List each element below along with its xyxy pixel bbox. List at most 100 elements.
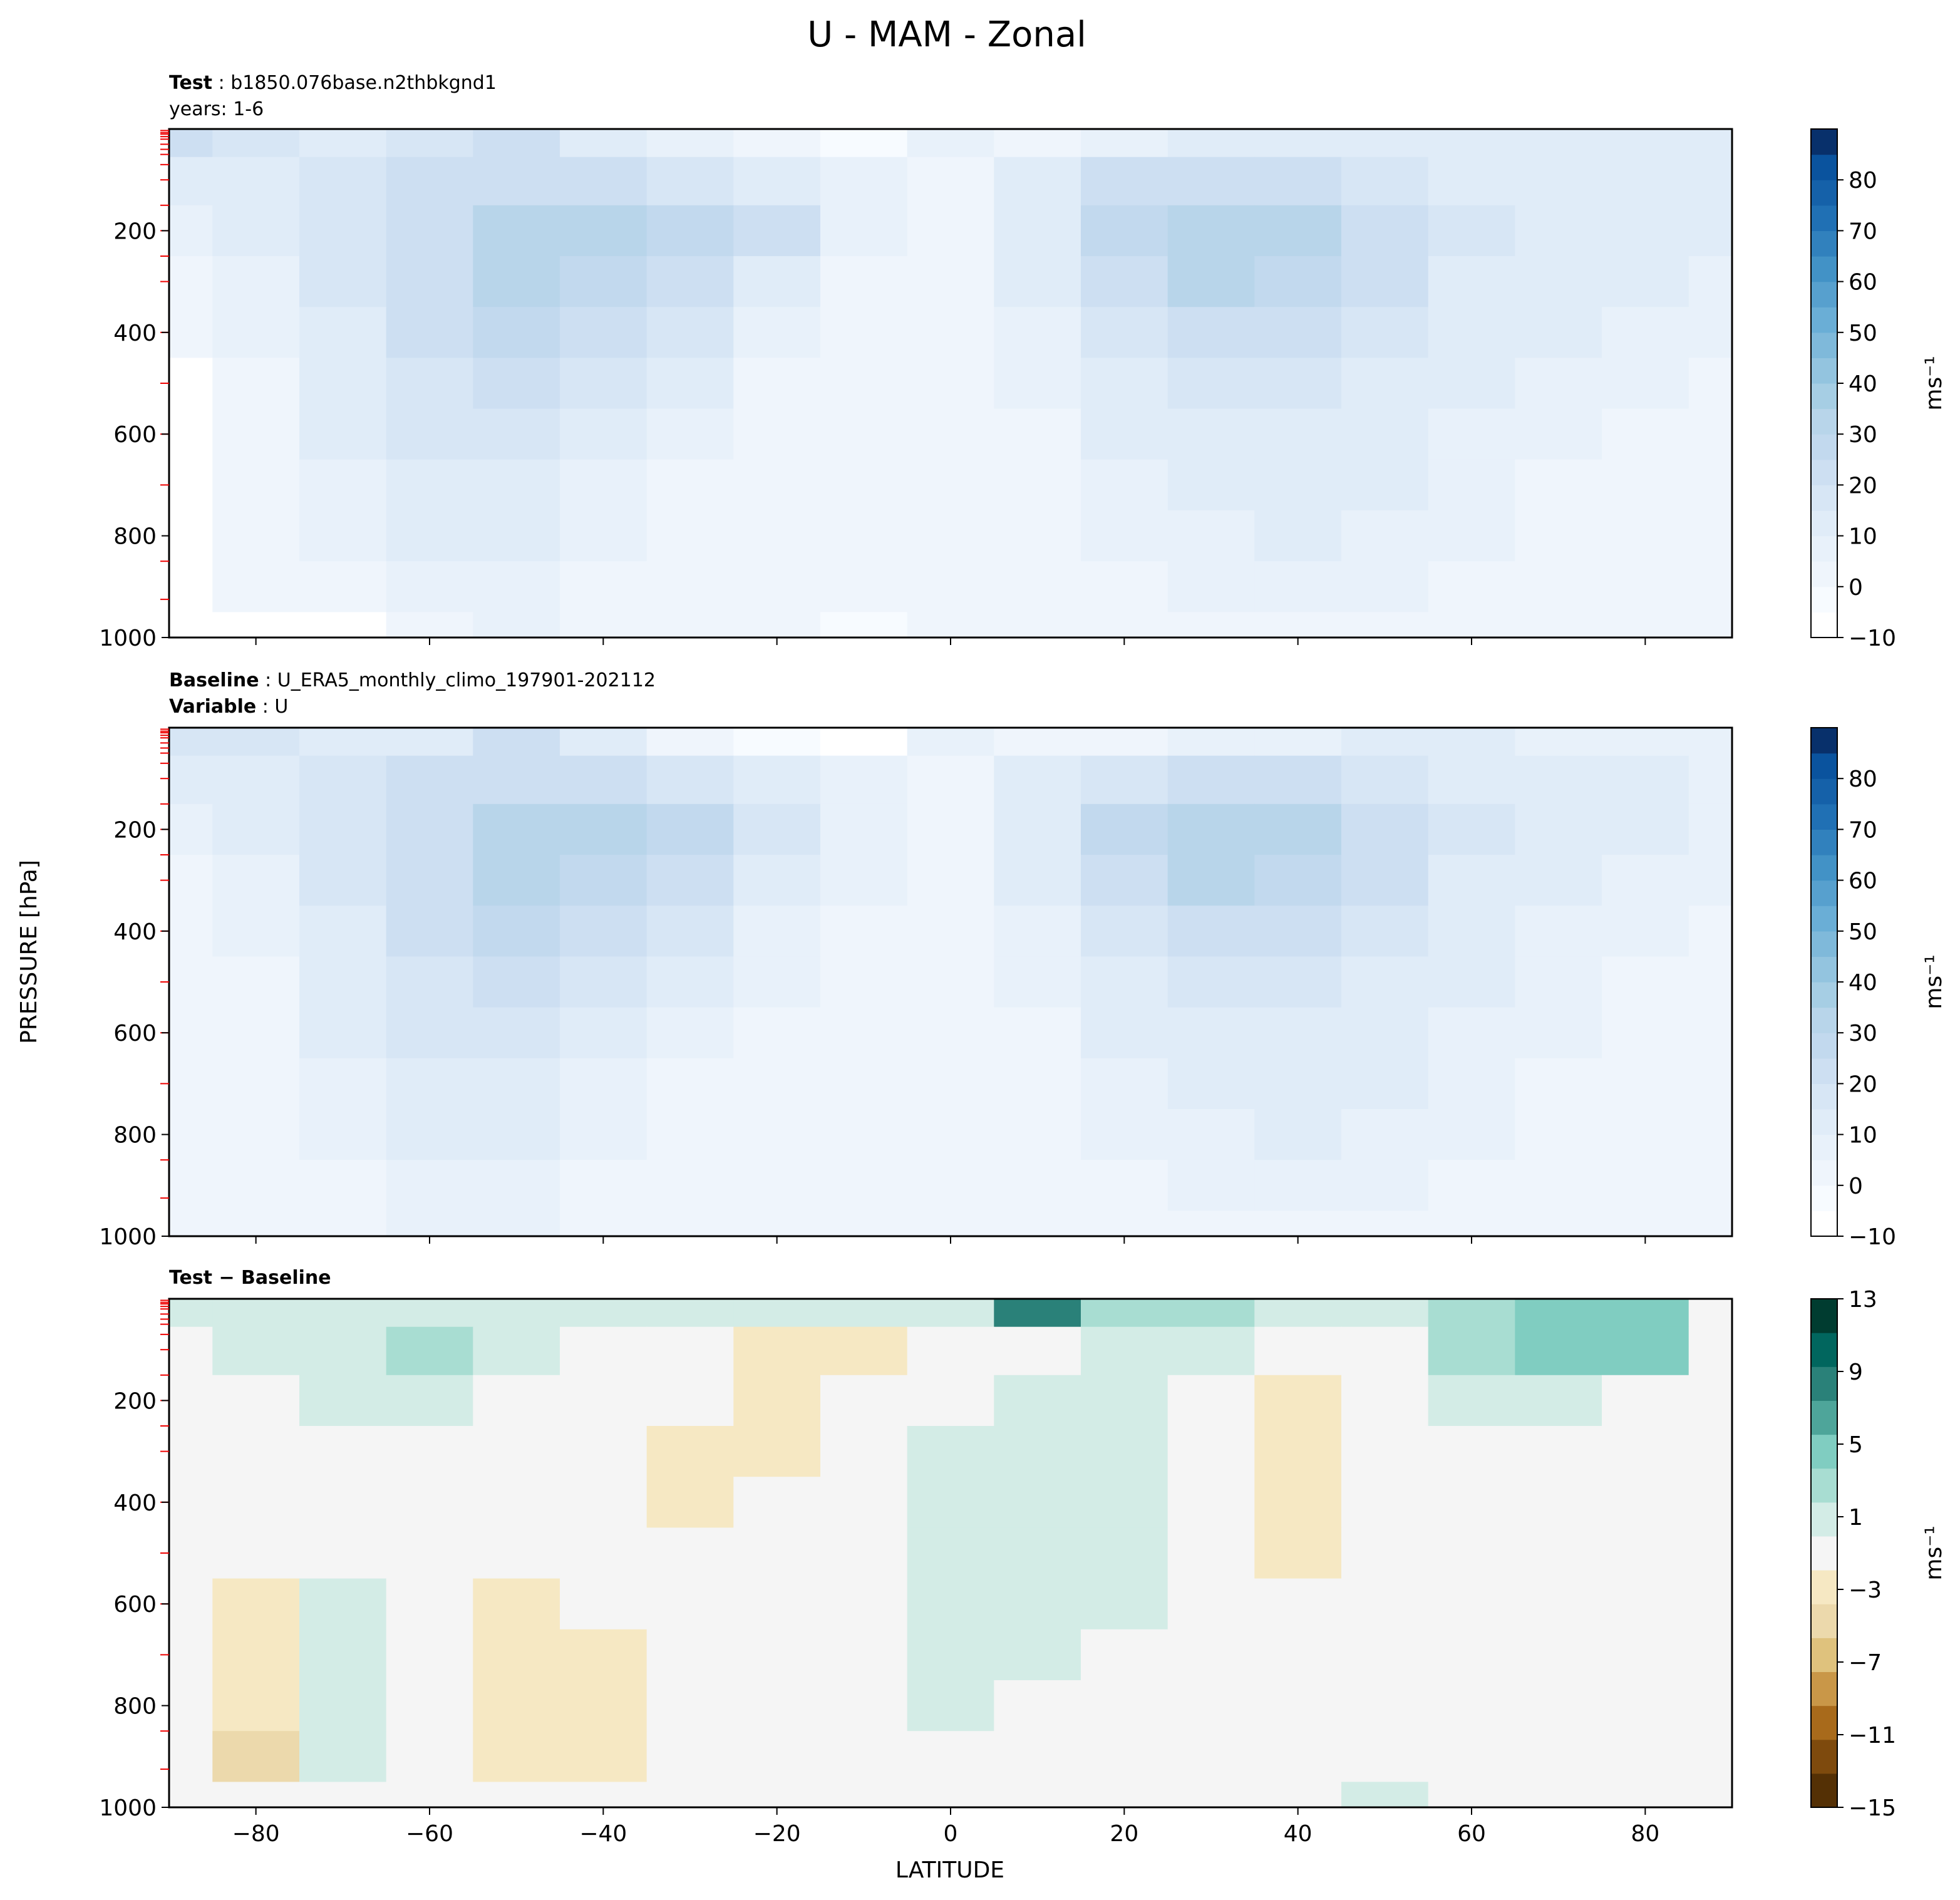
heatmap-cell bbox=[907, 1527, 994, 1579]
heatmap-cell bbox=[473, 1731, 560, 1782]
heatmap-cell bbox=[1428, 1680, 1515, 1732]
heatmap-cell bbox=[1602, 459, 1689, 511]
heatmap-cell bbox=[169, 1058, 213, 1110]
colorbar-tick-label: 30 bbox=[1849, 1021, 1877, 1046]
heatmap-cell bbox=[733, 307, 821, 358]
heatmap-cell bbox=[212, 1426, 300, 1477]
heatmap-cell bbox=[1602, 1326, 1689, 1376]
heatmap-cell bbox=[1341, 1375, 1429, 1427]
colorbar-segment bbox=[1811, 753, 1837, 779]
heatmap-cell bbox=[1341, 612, 1429, 638]
heatmap-cell bbox=[1341, 459, 1429, 511]
heatmap-cell bbox=[733, 561, 821, 612]
heatmap-cell bbox=[733, 803, 821, 855]
heatmap-cell bbox=[907, 358, 994, 410]
y-tick-label: 400 bbox=[113, 919, 157, 945]
heatmap-cell bbox=[169, 803, 213, 855]
heatmap-cell bbox=[473, 1326, 560, 1376]
heatmap-cell bbox=[386, 1477, 473, 1528]
heatmap-cell bbox=[907, 906, 994, 957]
heatmap-cell bbox=[560, 1109, 647, 1160]
heatmap-cell bbox=[212, 1731, 300, 1782]
heatmap-cell bbox=[1515, 256, 1602, 307]
y-tick-label: 600 bbox=[113, 1021, 157, 1046]
heatmap-cell bbox=[560, 1160, 647, 1211]
heatmap-cell bbox=[560, 1211, 647, 1237]
colorbar-tick-label: 40 bbox=[1849, 970, 1877, 996]
heatmap-cell bbox=[994, 855, 1081, 906]
heatmap-cell bbox=[1167, 1426, 1255, 1477]
heatmap-cell bbox=[1515, 408, 1602, 460]
heatmap-cell bbox=[994, 612, 1081, 638]
heatmap-cell bbox=[907, 1680, 994, 1732]
heatmap-cell bbox=[560, 1527, 647, 1579]
heatmap-cell bbox=[1341, 358, 1429, 410]
colorbar-tick-label: −15 bbox=[1849, 1795, 1896, 1821]
heatmap-cell bbox=[1081, 510, 1168, 562]
heatmap-cell bbox=[1081, 408, 1168, 460]
colorbar-tick-label: −7 bbox=[1849, 1650, 1882, 1676]
heatmap-cell bbox=[1341, 728, 1429, 756]
heatmap-cell bbox=[1515, 1326, 1602, 1376]
heatmap-cell bbox=[1167, 205, 1255, 257]
heatmap-cell bbox=[1602, 728, 1689, 756]
heatmap-cell bbox=[1515, 1527, 1602, 1579]
heatmap-cell bbox=[1341, 1731, 1429, 1782]
heatmap-cell bbox=[299, 1109, 387, 1160]
heatmap-cell bbox=[733, 612, 821, 638]
heatmap-cell bbox=[169, 1629, 213, 1681]
heatmap-cell bbox=[733, 1426, 821, 1477]
colorbar-tick-label: 60 bbox=[1849, 270, 1877, 296]
heatmap-cell bbox=[1428, 728, 1515, 756]
heatmap-cell bbox=[1254, 1426, 1342, 1477]
heatmap-cell bbox=[646, 1426, 734, 1477]
heatmap-cell bbox=[1081, 1058, 1168, 1110]
x-tick-label: 40 bbox=[1284, 1821, 1313, 1847]
heatmap-cell bbox=[1688, 1578, 1733, 1630]
heatmap-cell bbox=[299, 561, 387, 612]
heatmap-cell bbox=[1515, 358, 1602, 410]
heatmap-cell bbox=[1602, 510, 1689, 562]
colorbar-segment bbox=[1811, 1468, 1837, 1503]
colorbar-tick-label: −10 bbox=[1849, 626, 1896, 651]
heatmap-cell bbox=[1688, 510, 1733, 562]
heatmap-cell bbox=[1515, 1058, 1602, 1110]
heatmap-cell bbox=[169, 1375, 213, 1427]
heatmap-cell bbox=[1428, 1629, 1515, 1681]
y-tick-label: 400 bbox=[113, 1490, 157, 1516]
colorbar-tick-label: −11 bbox=[1849, 1723, 1896, 1748]
heatmap-cell bbox=[212, 408, 300, 460]
heatmap-cell bbox=[907, 256, 994, 307]
heatmap-cell bbox=[1167, 906, 1255, 957]
heatmap-cell bbox=[1602, 612, 1689, 638]
heatmap-cell bbox=[169, 1299, 213, 1328]
heatmap-cell bbox=[1341, 157, 1429, 206]
panel-label-line: Test : b1850.076base.n2thbkgnd1 bbox=[169, 72, 497, 94]
heatmap-cell bbox=[473, 205, 560, 257]
heatmap-cell bbox=[169, 1527, 213, 1579]
heatmap-cell bbox=[1341, 1578, 1429, 1630]
heatmap-cell bbox=[820, 803, 908, 855]
heatmap-cell bbox=[1167, 1211, 1255, 1237]
colorbar-segment bbox=[1811, 1705, 1837, 1740]
heatmap-cell bbox=[907, 1160, 994, 1211]
heatmap-cell bbox=[820, 1426, 908, 1477]
y-tick-label: 200 bbox=[113, 1388, 157, 1414]
heatmap-cell bbox=[1167, 803, 1255, 855]
heatmap-cell bbox=[473, 307, 560, 358]
heatmap-cell bbox=[1341, 1109, 1429, 1160]
heatmap-cell bbox=[1081, 1326, 1168, 1376]
heatmap-cell bbox=[212, 728, 300, 756]
heatmap-cell bbox=[1167, 1782, 1255, 1808]
colorbar-segment bbox=[1811, 408, 1837, 435]
heatmap-cell bbox=[646, 1629, 734, 1681]
heatmap-cell bbox=[907, 157, 994, 206]
heatmap-cell bbox=[1254, 358, 1342, 410]
heatmap-cell bbox=[1081, 1680, 1168, 1732]
heatmap-cell bbox=[820, 358, 908, 410]
heatmap-cell bbox=[1515, 459, 1602, 511]
heatmap-cell bbox=[994, 1477, 1081, 1528]
colorbar-tick-label: 60 bbox=[1849, 869, 1877, 894]
heatmap-cell bbox=[1167, 612, 1255, 638]
heatmap-cell bbox=[299, 728, 387, 756]
